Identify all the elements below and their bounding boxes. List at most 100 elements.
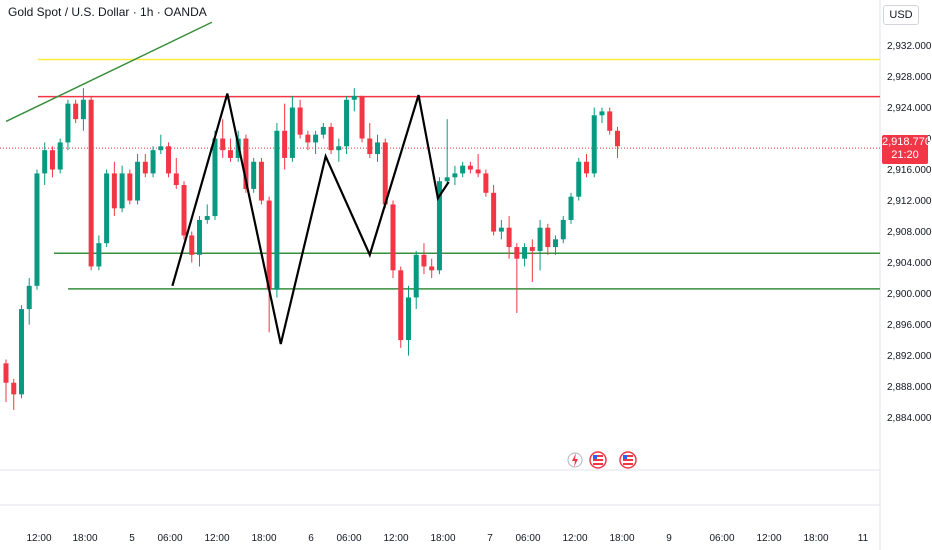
candle-body [344,99,350,147]
projection-path [171,93,450,345]
candle-body [359,95,365,139]
price-tick-label: 2,904.000 [887,258,932,269]
price-axis[interactable]: 2,932.0002,928.0002,924.0002,920.0002,91… [887,41,932,424]
flag-stripe [593,459,603,461]
price-tick-label: 2,916.000 [887,165,932,176]
time-tick-label: 12:00 [26,533,51,544]
flag-stripe [593,463,603,465]
candle-body [313,134,319,143]
candle-body [328,126,334,151]
candle-body [460,165,466,174]
candle-body [320,126,326,135]
time-tick-label: 5 [129,533,135,544]
candle-body [251,161,257,189]
candle-body [514,247,520,259]
candle-body [135,161,141,201]
candle-body [444,177,450,182]
candle-body [111,173,117,209]
candle-body [173,173,179,186]
candle-body [166,146,172,174]
candle-body [452,173,458,178]
price-tick-label: 2,888.000 [887,382,932,393]
candle-body [413,254,419,298]
candle-body [576,161,582,197]
candle-body [591,115,597,174]
us-flag-icon[interactable] [619,451,637,469]
candle-body [398,270,404,341]
candle-body [18,309,24,395]
candle-body [467,165,473,170]
time-axis[interactable]: 12:00 18:00 5 06:00 12:00 18:00 6 06:00 12:00 18:… [26,533,868,544]
time-tick-label: 18:00 [609,533,634,544]
candle-body [158,146,164,151]
candle-body [405,297,411,341]
flag-stripe [623,459,633,461]
candle-body [351,95,357,100]
candle-body [506,227,512,248]
candle-body [73,103,79,120]
flag-canton [623,455,627,459]
currency-button[interactable]: USD [883,5,919,25]
event-markers[interactable] [567,451,637,469]
candle-body [289,107,295,158]
candle-body [11,382,17,395]
candle-body [491,192,497,232]
candle-body [119,173,125,209]
candle-body [274,130,280,290]
candle-body [181,185,187,236]
time-tick-label: 12:00 [562,533,587,544]
candle-body [367,138,373,155]
candle-body [258,161,264,201]
candle-body [390,204,396,271]
candle-body [282,130,288,158]
candle-body [568,196,574,220]
candle-body [88,99,94,267]
last-price-label: 2,918.770 21:20 [882,135,931,164]
candle-body [65,103,71,143]
candle-body [26,285,32,310]
candle-body [127,173,133,201]
flag-stripe [593,455,603,457]
price-tick-label: 2,932.000 [887,41,932,52]
candle-body [96,243,102,267]
drawing-layer[interactable] [5,21,450,345]
candle-body [607,111,613,131]
time-tick-label: 06:00 [157,533,182,544]
price-tick-label: 2,900.000 [887,289,932,300]
candle-body [529,247,535,251]
symbol-title[interactable]: Gold Spot / U.S. Dollar · 1h · OANDA [8,5,207,19]
candle-body [142,161,148,174]
candle-body [212,138,218,217]
candle-body [545,227,551,248]
us-flag-icon[interactable] [589,451,607,469]
candle-body [297,107,303,135]
candle-body [382,142,388,205]
price-tick-label: 2,908.000 [887,227,932,238]
candle-body [204,216,210,220]
price-tick-label: 2,892.000 [887,351,932,362]
candle-body [584,161,589,174]
trend-line [5,21,213,123]
candle-body [305,134,311,143]
price-tick-label: 2,884.000 [887,413,932,424]
candle-body [537,227,543,251]
time-tick-label: 12:00 [204,533,229,544]
candle-body [421,254,427,267]
price-tick-label: 2,924.000 [887,103,932,114]
candle-body [197,219,202,255]
time-tick-label: 18:00 [251,533,276,544]
candle-body [104,173,110,244]
candle-body [436,181,442,271]
time-tick-label: 12:00 [756,533,781,544]
lightning-icon[interactable] [567,452,583,468]
candle-body [553,239,559,248]
flag-stripe [623,463,633,465]
lightning-glyph [572,453,578,467]
candle-body [189,235,195,255]
time-tick-label: 18:00 [430,533,455,544]
candle-body [266,200,272,290]
time-tick-label: 11 [858,533,869,544]
candle-body [522,247,528,259]
time-tick-label: 06:00 [336,533,361,544]
